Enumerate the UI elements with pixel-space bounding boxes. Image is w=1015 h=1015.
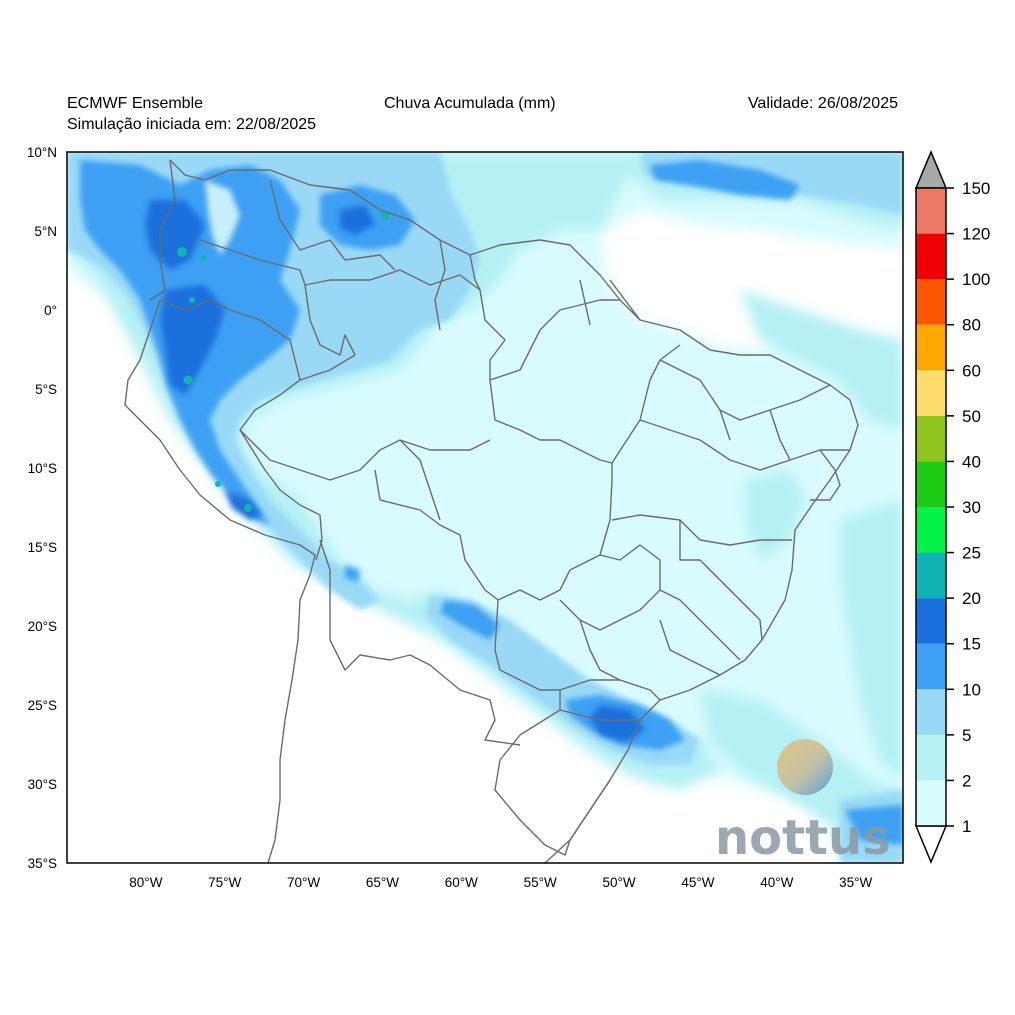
lat-tick-label: 10°S — [28, 461, 57, 476]
colorbar-level-label: 2 — [962, 771, 971, 790]
lat-tick-label: 35°S — [28, 856, 57, 871]
lon-tick-label: 40°W — [760, 875, 793, 890]
colorbar-bin — [916, 643, 946, 690]
lon-tick-label: 60°W — [445, 875, 478, 890]
colorbar-level-label: 100 — [962, 270, 990, 289]
latitude-axis: 10°N 5°N 0° 5°S 10°S 15°S 20°S 25°S 30°S 35°S — [27, 145, 57, 871]
colorbar-bin — [916, 780, 946, 826]
variable-title: Chuva Acumulada (mm) — [384, 95, 556, 112]
colorbar-level-label: 1 — [962, 817, 971, 836]
colorbar-over-triangle — [914, 150, 948, 189]
borders — [124, 159, 859, 863]
colorbar-level-label: 40 — [962, 452, 981, 471]
colorbar-bin — [916, 415, 946, 462]
colorbar-bin — [916, 507, 946, 553]
colorbar-level-label: 150 — [962, 179, 990, 198]
colorbar-bin — [916, 279, 946, 325]
colorbar-level-label: 60 — [962, 361, 981, 380]
colorbar-bin — [916, 324, 946, 371]
lon-tick-label: 75°W — [208, 875, 241, 890]
lon-tick-label: 50°W — [602, 875, 635, 890]
brand-name: nottus — [715, 810, 891, 866]
lon-tick-label: 65°W — [366, 875, 399, 890]
lon-tick-label: 55°W — [524, 875, 557, 890]
colorbar-under-triangle — [914, 825, 948, 864]
colorbar-bin — [916, 552, 946, 599]
colorbar-level-label: 30 — [962, 498, 981, 517]
lat-tick-label: 30°S — [28, 777, 57, 792]
colorbar-level-label: 120 — [962, 225, 990, 244]
lat-tick-label: 15°S — [28, 540, 57, 555]
colorbar-bin — [916, 734, 946, 781]
colorbar-bin — [916, 188, 946, 234]
lon-tick-label: 35°W — [839, 875, 872, 890]
map-frame — [66, 151, 904, 864]
colorbar-bin — [916, 370, 946, 416]
colorbar-level-label: 80 — [962, 316, 981, 335]
colorbar-bin — [916, 233, 946, 280]
rainfall-field — [67, 152, 903, 863]
lat-tick-label: 20°S — [28, 619, 57, 634]
longitude-axis: 80°W 75°W 70°W 65°W 60°W 55°W 50°W 45°W 40°W 35°W — [129, 875, 872, 890]
lat-tick-label: 25°S — [28, 698, 57, 713]
lon-tick-label: 45°W — [681, 875, 714, 890]
colorbar-level-label: 5 — [962, 726, 971, 745]
lat-tick-label: 5°N — [34, 224, 57, 239]
valid-date: Validade: 26/08/2025 — [747, 95, 898, 112]
colorbar-bin — [916, 689, 946, 735]
globe-icon — [777, 739, 833, 795]
colorbar-bin — [916, 598, 946, 644]
lon-tick-label: 80°W — [129, 875, 162, 890]
lat-tick-label: 10°N — [27, 145, 57, 160]
lon-tick-label: 70°W — [287, 875, 320, 890]
nottus-logo: nottus — [715, 739, 891, 866]
colorbar-level-label: 50 — [962, 407, 981, 426]
colorbar-level-label: 25 — [962, 544, 981, 563]
colorbar-level-label: 10 — [962, 680, 981, 699]
lat-tick-label: 5°S — [35, 382, 57, 397]
init-date: Simulação iniciada em: 22/08/2025 — [67, 116, 317, 133]
colorbar-level-label: 15 — [962, 635, 981, 654]
model-name: ECMWF Ensemble — [67, 95, 204, 112]
colorbar-bin — [916, 461, 946, 507]
lat-tick-label: 0° — [44, 303, 57, 318]
colorbar-level-label: 20 — [962, 589, 981, 608]
